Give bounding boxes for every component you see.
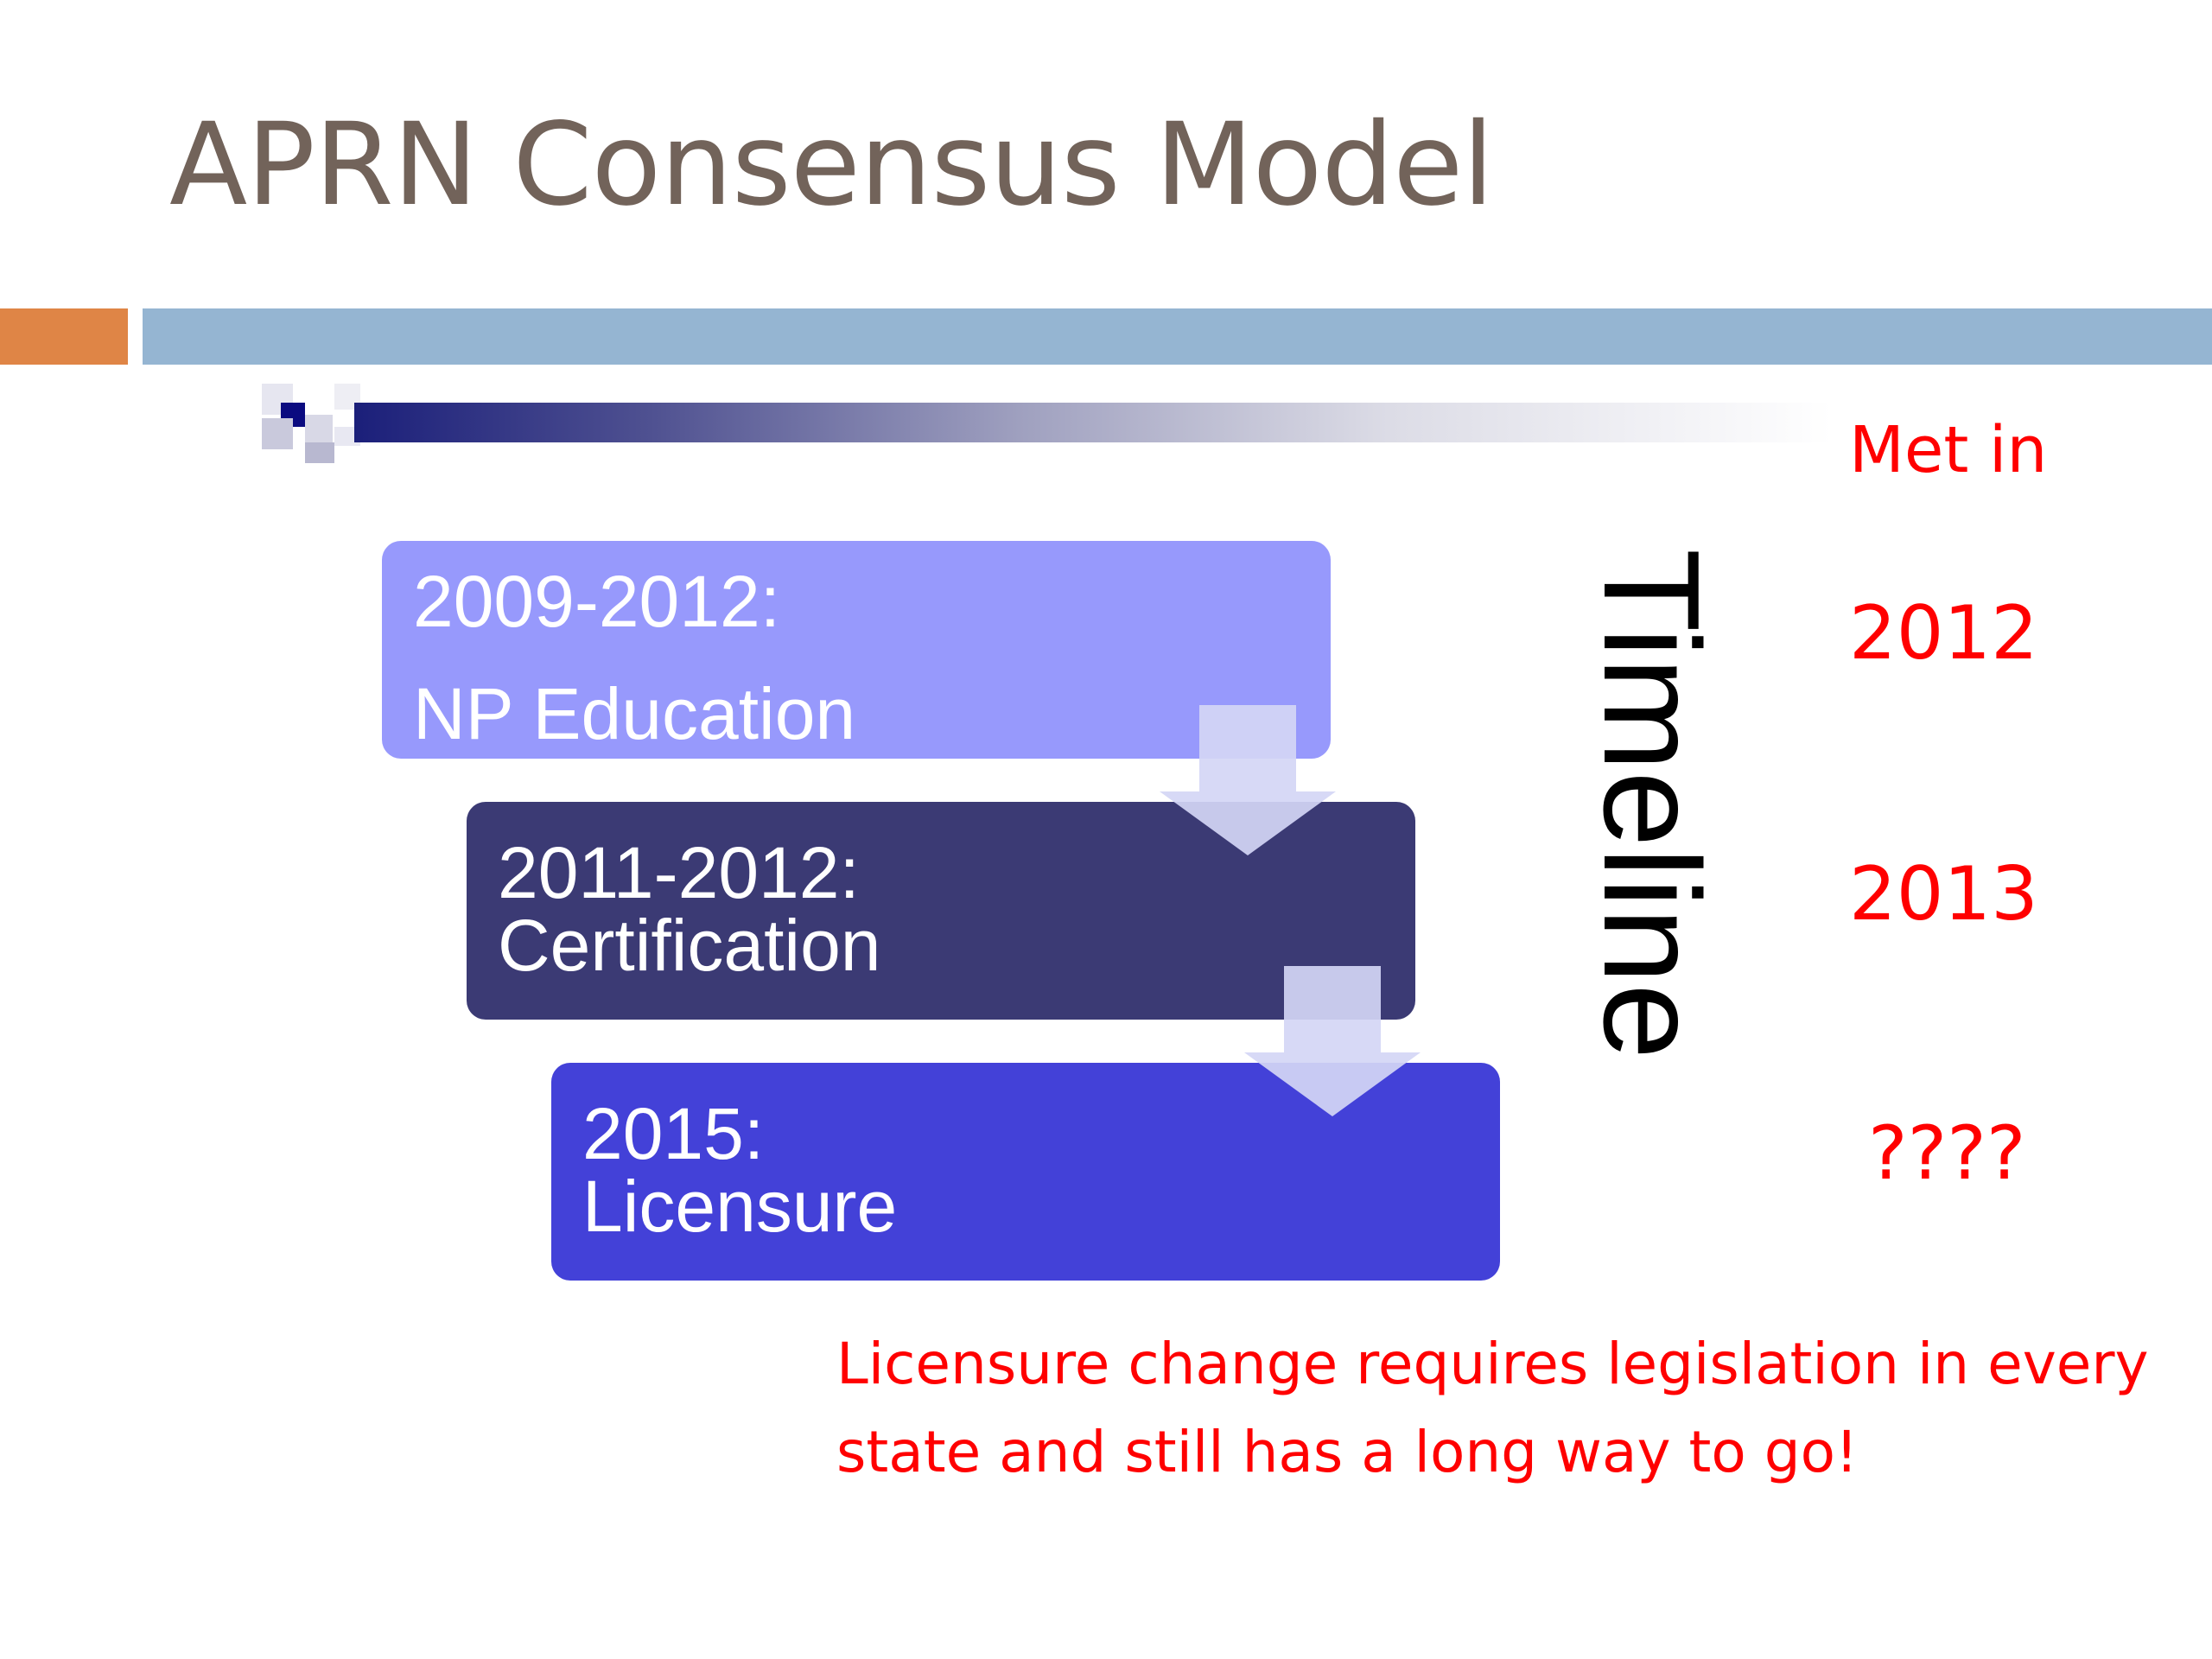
down-arrow-icon [1160, 705, 1336, 855]
accent-bar-blue [143, 308, 2212, 365]
met-in-value: ???? [1868, 1110, 2026, 1197]
step-name: Licensure [582, 1166, 898, 1247]
step-period: 2009-2012: [413, 561, 781, 642]
step-name: Certification [498, 905, 881, 986]
step-name: NP Education [413, 673, 856, 754]
down-arrow-icon [1244, 966, 1421, 1116]
bullet-gradient-line [354, 403, 1832, 442]
slide-title: APRN Consensus Model [169, 99, 1494, 232]
timeline-label: Timeline [1575, 549, 1727, 1060]
timeline-step-education: 2009-2012: NP Education [382, 541, 1331, 759]
met-in-value: 2012 [1849, 590, 2038, 677]
met-in-heading: Met in [1849, 413, 2048, 487]
accent-bar-orange [0, 308, 128, 365]
step-period: 2011-2012: [498, 832, 860, 913]
step-period: 2015: [582, 1093, 765, 1174]
licensure-note: Licensure change requires legislation in… [836, 1331, 2149, 1485]
met-in-value: 2013 [1849, 851, 2038, 938]
